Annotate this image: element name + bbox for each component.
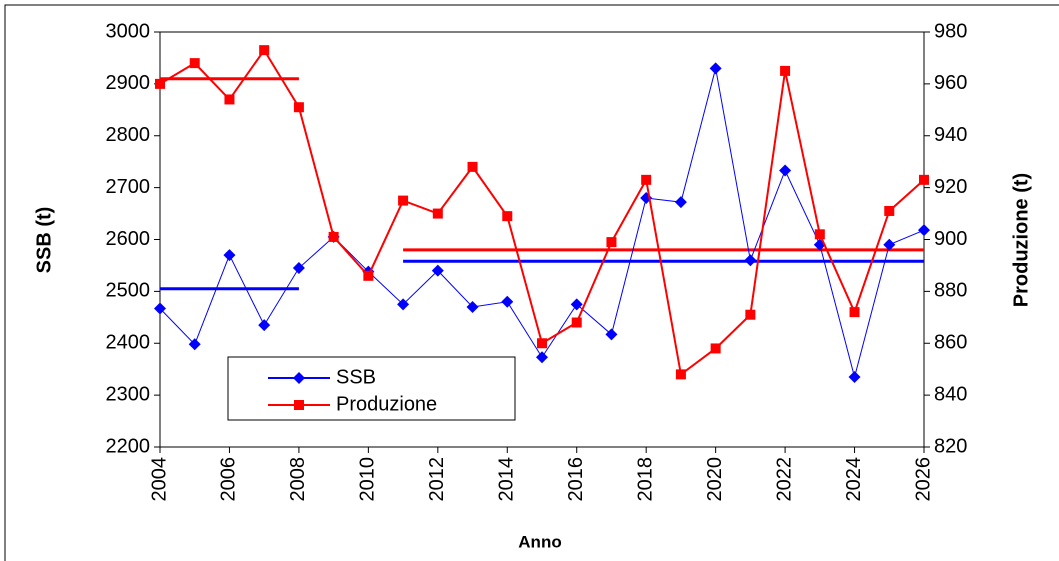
data-point [259,45,270,56]
data-point [606,237,617,248]
y2-tick-label: 840 [934,383,967,405]
data-point [848,370,861,383]
x-tick-label: 2012 [426,457,448,502]
chart-border [4,4,1059,561]
data-point [710,343,721,354]
y2-tick-label: 980 [934,20,967,42]
x-tick-label: 2008 [287,457,309,502]
data-point [223,249,236,262]
data-point [328,231,339,242]
x-tick-label: 2010 [357,457,379,502]
data-point [780,65,791,76]
data-point [501,295,514,308]
data-point [397,298,410,311]
x-tick-label: 2026 [912,457,934,502]
data-point [431,264,444,277]
y2-tick-label: 900 [934,228,967,250]
data-point [570,298,583,311]
y-axis-title: SSB (t) [33,207,55,274]
data-point [849,307,860,318]
x-tick-label: 2024 [843,457,865,502]
y-tick-label: 3000 [106,20,151,42]
data-point [502,211,513,222]
legend-marker [294,400,304,410]
y-tick-label: 2800 [106,124,151,146]
data-point [432,208,443,219]
data-point [466,300,479,313]
x-tick-label: 2006 [218,457,240,502]
data-point [709,62,722,75]
x-tick-label: 2022 [773,457,795,502]
x-axis-title: Anno [518,532,561,551]
data-point [675,369,686,380]
data-point [155,78,165,89]
legend-label: Produzione [336,393,437,415]
y-tick-label: 2500 [106,280,151,302]
data-point [363,270,374,281]
data-point [744,254,757,267]
x-tick-label: 2014 [496,457,518,502]
x-tick-label: 2004 [148,457,170,502]
data-point [919,174,929,185]
data-point [189,58,200,69]
x-tick-label: 2020 [704,457,726,502]
data-point [674,196,687,209]
y-tick-label: 2900 [106,72,151,94]
data-point [605,328,618,341]
data-point [188,338,201,351]
y2-axis-title: Produzione (t) [1010,173,1032,307]
data-point [224,94,235,105]
x-tick-label: 2018 [634,457,656,502]
data-point [258,319,271,332]
y2-tick-label: 920 [934,176,967,198]
y2-tick-label: 820 [934,435,967,457]
data-point [779,164,792,177]
legend-label: SSB [336,366,376,388]
data-point [571,317,582,328]
legend-marker [293,372,305,384]
series-line [159,48,925,377]
data-point [536,351,548,364]
data-point [467,161,478,172]
x-tick-label: 2016 [565,457,587,502]
data-point [641,174,652,185]
data-point [745,309,756,320]
y-tick-label: 2700 [106,176,151,198]
data-point [154,302,166,315]
data-point [537,338,547,349]
y2-tick-label: 940 [934,124,967,146]
y2-tick-label: 880 [934,280,967,302]
legend-box [227,356,516,421]
series-line [159,68,925,379]
data-point [884,205,895,216]
y2-tick-label: 860 [934,332,967,354]
y-tick-label: 2300 [106,383,151,405]
y2-tick-label: 960 [934,72,967,94]
y-tick-label: 2400 [106,332,151,354]
y-tick-label: 2600 [106,228,151,250]
data-point [293,102,304,113]
data-point [814,229,825,240]
data-point [918,224,930,237]
y-tick-label: 2200 [106,435,151,457]
data-point [292,262,305,275]
data-point [883,238,896,251]
data-point [398,195,409,206]
